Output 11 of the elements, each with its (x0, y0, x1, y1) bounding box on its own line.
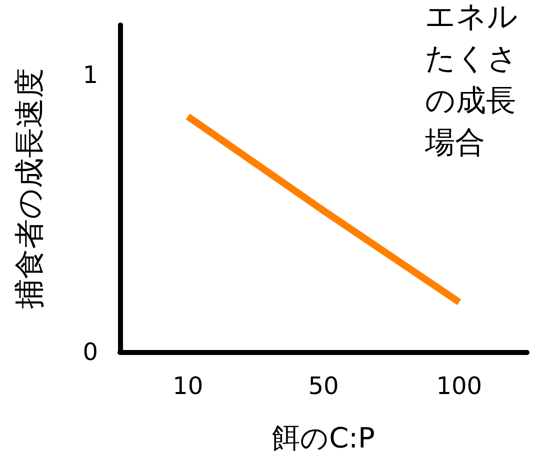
x-axis-title: 餌のC:P (272, 422, 375, 454)
y-tick-label: 0 (82, 338, 98, 366)
y-axis-title: 捕食者の成長速度 (12, 68, 48, 309)
x-tick-label: 100 (436, 372, 482, 400)
y-tick-label: 1 (82, 60, 98, 89)
x-tick-label: 10 (172, 372, 204, 400)
annotation: エネル (425, 0, 518, 34)
annotation: たくさ (425, 42, 518, 76)
annotation: 場合 (424, 126, 485, 160)
annotation: の成長 (425, 84, 516, 118)
x-tick-label: 50 (308, 372, 339, 400)
